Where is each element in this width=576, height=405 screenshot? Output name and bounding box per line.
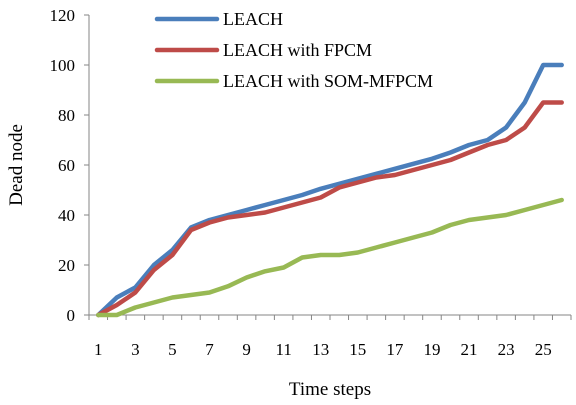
y-tick-label: 80 — [58, 106, 75, 125]
x-tick-label: 5 — [168, 340, 177, 359]
axes — [84, 14, 572, 320]
y-tick-label: 100 — [50, 56, 76, 75]
series-line-3 — [96, 197, 564, 318]
y-axis-title: Dead node — [6, 124, 27, 206]
x-tick-label: 7 — [205, 340, 214, 359]
legend-label-3: LEACH with SOM-MFPCM — [223, 71, 433, 91]
series-line-1 — [96, 62, 564, 318]
legend-label-1: LEACH — [223, 9, 283, 29]
x-axis-title: Time steps — [289, 379, 371, 400]
x-tick-label: 9 — [242, 340, 251, 359]
x-tick-label: 21 — [461, 340, 478, 359]
legend: LEACH LEACH with FPCM LEACH with SOM-MFPCM — [154, 9, 433, 91]
x-tick-label: 19 — [423, 340, 440, 359]
x-tick-label: 13 — [312, 340, 329, 359]
x-tick-label: 25 — [535, 340, 552, 359]
y-tick-label: 60 — [58, 156, 75, 175]
x-tick-label: 23 — [498, 340, 515, 359]
y-tick-label: 120 — [50, 6, 76, 25]
legend-label-2: LEACH with FPCM — [223, 40, 372, 60]
x-tick-label: 17 — [386, 340, 404, 359]
y-tick-label: 0 — [67, 306, 76, 325]
x-tick-label: 11 — [275, 340, 291, 359]
y-tick-label: 40 — [58, 206, 75, 225]
x-tick-label: 15 — [349, 340, 366, 359]
x-tick-label: 3 — [131, 340, 140, 359]
x-tick-label: 1 — [94, 340, 103, 359]
series-lines — [96, 62, 564, 318]
series-line-2 — [96, 100, 564, 318]
y-tick-label: 20 — [58, 256, 75, 275]
